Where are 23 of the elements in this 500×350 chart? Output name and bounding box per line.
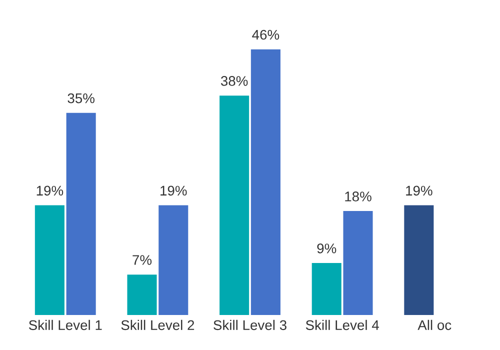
data-label: 19% [406,186,432,196]
bar [220,96,250,315]
data-label: 18% [345,192,372,202]
data-label: 19% [36,186,64,196]
bar [250,49,280,315]
bar [34,205,64,315]
data-label: 35% [68,93,94,104]
data-label: 19% [160,186,187,196]
bar [404,205,434,315]
bar [312,263,342,315]
data-label: 46% [252,30,280,40]
bar [343,211,373,315]
data-label: 9% [317,244,336,254]
data-label: 7% [132,255,152,265]
data-label: 38% [220,76,248,86]
x-tick-label: Skill Level 2 [121,320,194,330]
x-tick-label: Skill Level 3 [214,320,286,330]
x-tick-label: Skill Level 4 [306,320,379,330]
bar [127,274,157,315]
bar [158,205,188,315]
x-tick-label: Skill Level 1 [28,320,102,330]
x-tick-label: All oc [418,320,452,330]
bar [66,112,96,315]
